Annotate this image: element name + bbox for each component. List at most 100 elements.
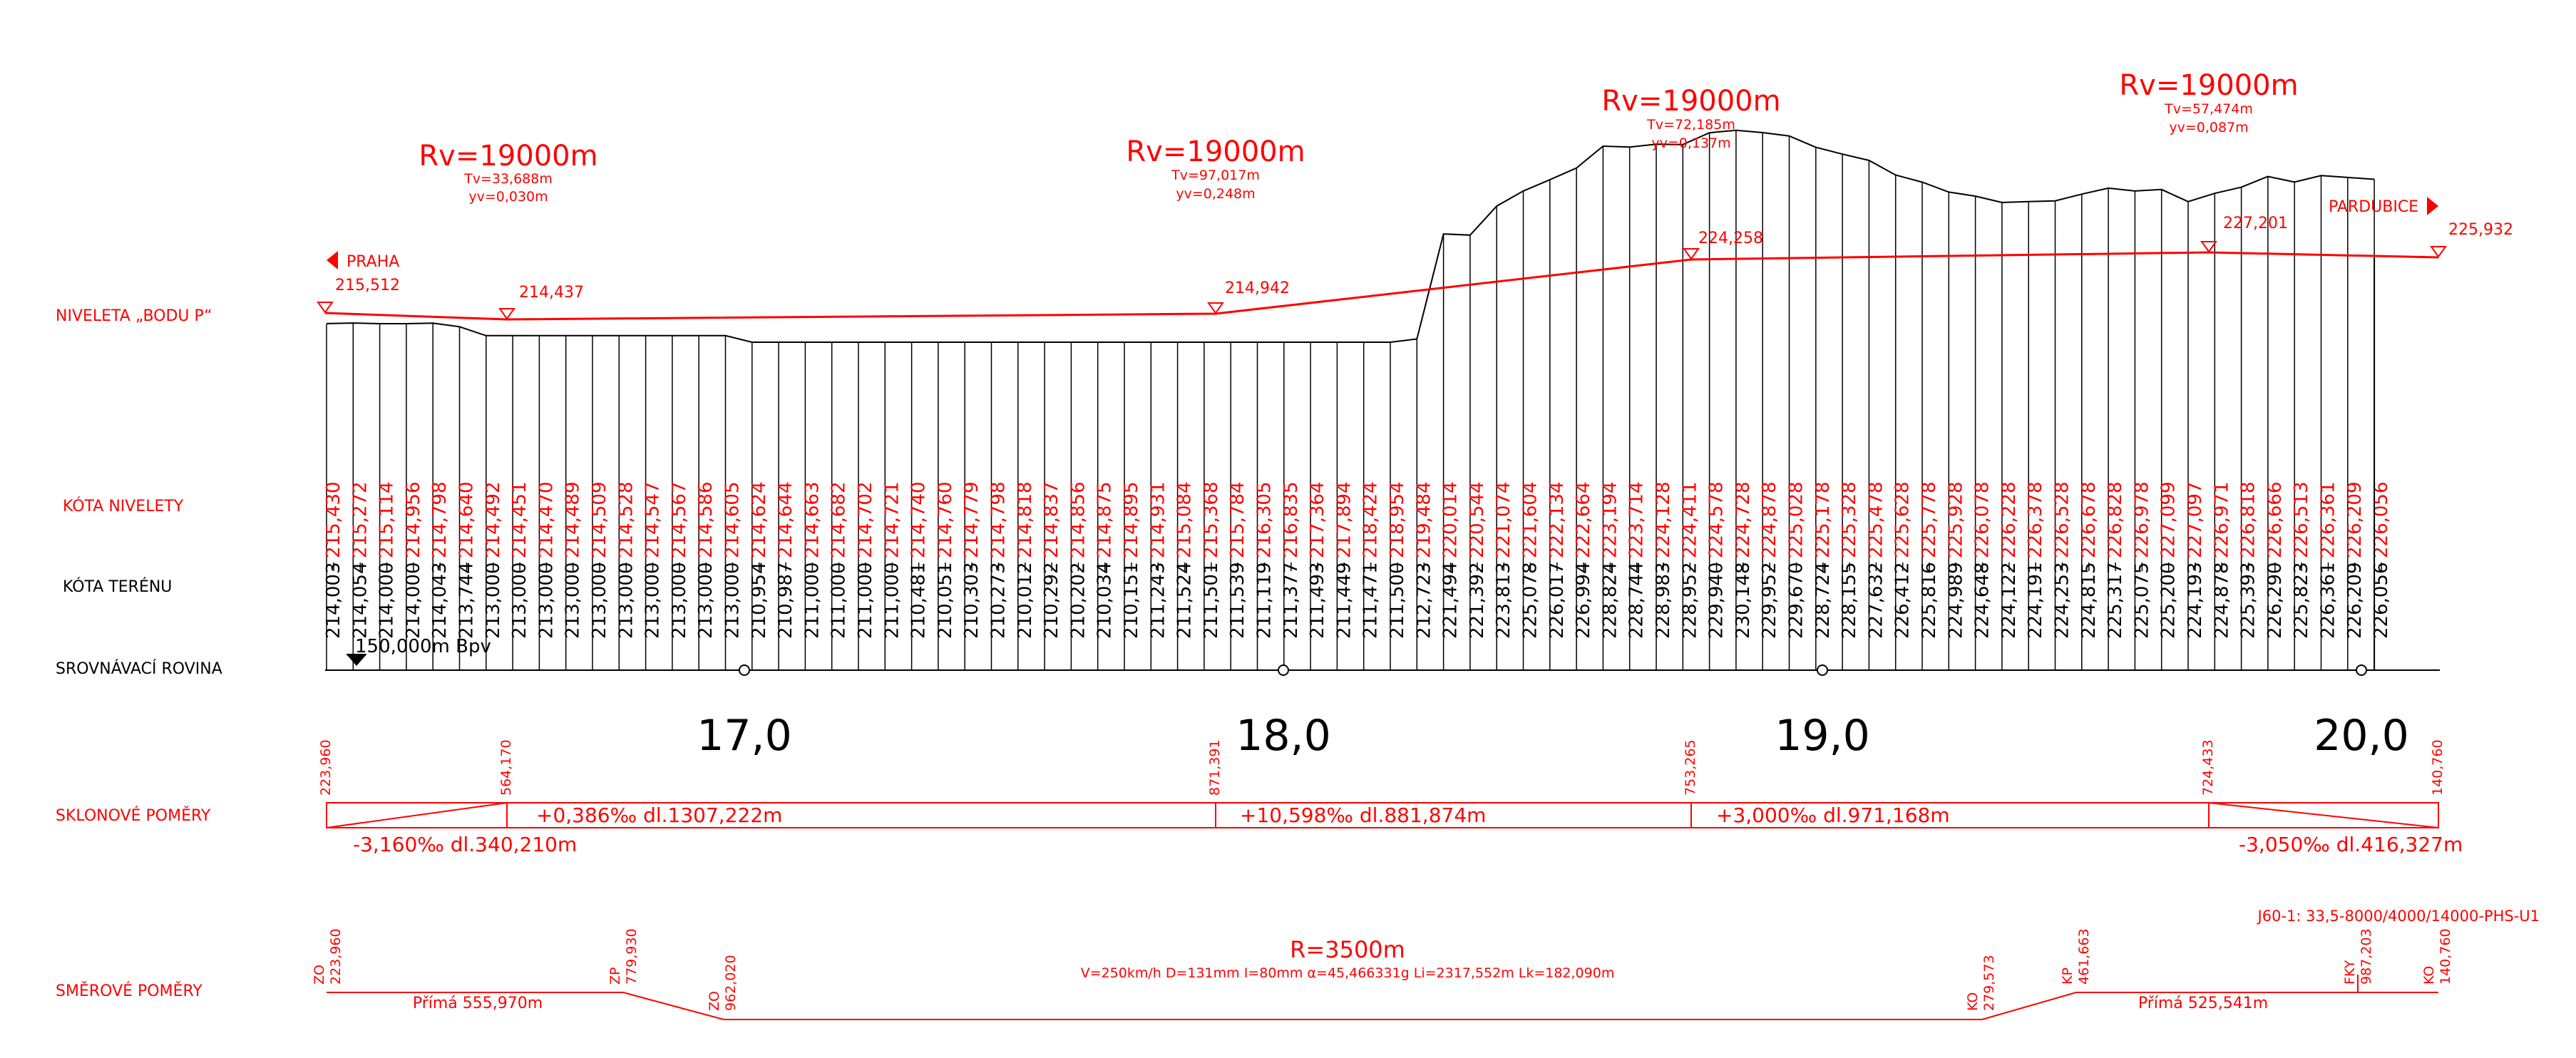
terrain-height-label: 211,471 bbox=[1360, 562, 1382, 639]
terrain-height-label: 211,000 bbox=[801, 562, 823, 639]
curve-params-label: V=250km/h D=131mm I=80mm α=45,466331g Li… bbox=[1081, 965, 1615, 981]
horizontal-point-code: FKY bbox=[2342, 960, 2358, 985]
grade-height-label: 214,547 bbox=[642, 481, 664, 558]
grade-height-label: 215,272 bbox=[349, 481, 371, 558]
terrain-height-label: 229,670 bbox=[1786, 562, 1807, 639]
terrain-height-label: 224,191 bbox=[2025, 562, 2046, 639]
horizontal-alignment-line bbox=[327, 992, 2438, 1020]
vertex-marker-icon bbox=[2200, 241, 2217, 253]
terrain-height-label: 213,000 bbox=[695, 562, 717, 639]
terrain-height-label: 214,043 bbox=[429, 562, 451, 639]
direction-left-arrow-icon bbox=[327, 251, 338, 269]
profile-point-label: 214,942 bbox=[1225, 279, 1290, 297]
grade-height-label: 221,604 bbox=[1520, 481, 1541, 558]
vertex-marker-icon bbox=[317, 302, 334, 314]
row-label-kota-nivelety: KÓTA NIVELETY bbox=[63, 497, 184, 515]
vertical-curve-tangent: Tv=72,185m bbox=[1646, 117, 1735, 133]
grade-height-label: 217,364 bbox=[1307, 481, 1328, 558]
grade-height-label: 225,628 bbox=[1892, 481, 1914, 558]
grade-height-label: 226,678 bbox=[2078, 481, 2100, 558]
equipment-label: J60-1: 33,5-8000/4000/14000-PHS-U1 bbox=[2257, 908, 2540, 925]
terrain-height-label: 226,361 bbox=[2318, 562, 2339, 639]
grade-height-label: 226,528 bbox=[2052, 481, 2073, 558]
grade-height-label: 214,837 bbox=[1041, 481, 1062, 558]
grade-height-label: 214,818 bbox=[1015, 481, 1036, 558]
grade-height-label: 226,078 bbox=[1972, 481, 1993, 558]
terrain-height-label: 210,012 bbox=[1015, 562, 1036, 639]
grade-height-label: 221,074 bbox=[1493, 481, 1514, 558]
grade-height-label: 214,605 bbox=[722, 481, 744, 558]
terrain-height-label: 224,253 bbox=[2052, 562, 2073, 639]
grade-height-label: 214,875 bbox=[1094, 481, 1116, 558]
slope-band bbox=[326, 802, 2439, 828]
grade-height-label: 214,798 bbox=[429, 481, 451, 558]
grade-height-label: 215,430 bbox=[323, 481, 344, 558]
grade-height-label: 226,209 bbox=[2344, 481, 2366, 558]
terrain-height-label: 211,377 bbox=[1281, 562, 1302, 639]
terrain-height-label: 210,051 bbox=[935, 562, 956, 639]
vertical-curve-radius: Rv=19000m bbox=[1126, 135, 1305, 168]
terrain-height-label: 213,000 bbox=[615, 562, 637, 639]
grade-height-label: 227,099 bbox=[2158, 481, 2180, 558]
slope-label: -3,160‰ dl.340,210m bbox=[353, 833, 577, 856]
vertical-curve-yv: yv=0,248m bbox=[1176, 186, 1255, 202]
terrain-height-label: 213,000 bbox=[535, 562, 557, 639]
grade-height-label: 226,513 bbox=[2291, 481, 2312, 558]
terrain-height-label: 214,054 bbox=[349, 562, 371, 639]
slope-label: +10,598‰ dl.881,874m bbox=[1240, 803, 1486, 827]
horizontal-point-code: KO bbox=[2421, 966, 2437, 985]
grade-height-label: 222,664 bbox=[1573, 481, 1594, 558]
terrain-height-label: 210,273 bbox=[988, 562, 1010, 639]
horizontal-point-station: 987,203 bbox=[2359, 928, 2374, 985]
terrain-height-label: 225,200 bbox=[2158, 562, 2180, 639]
vertical-curve-radius: Rv=19000m bbox=[1601, 85, 1780, 118]
grade-height-label: 214,956 bbox=[403, 481, 424, 558]
vertical-curve-tangent: Tv=57,474m bbox=[2164, 101, 2253, 117]
grade-height-label: 224,128 bbox=[1653, 481, 1674, 558]
terrain-height-label: 211,501 bbox=[1201, 562, 1222, 639]
terrain-height-label: 211,449 bbox=[1333, 562, 1355, 639]
terrain-height-label: 214,003 bbox=[323, 562, 344, 639]
terrain-height-label: 214,000 bbox=[376, 562, 398, 639]
grade-height-label: 214,682 bbox=[828, 481, 850, 558]
grade-height-label: 225,478 bbox=[1865, 481, 1887, 558]
terrain-height-label: 223,813 bbox=[1493, 562, 1514, 639]
terrain-height-label: 225,075 bbox=[2131, 562, 2152, 639]
terrain-height-label: 225,816 bbox=[1919, 562, 1940, 639]
datum-label: 150,000m Bpv bbox=[355, 636, 491, 657]
grade-height-label: 225,928 bbox=[1945, 481, 1966, 558]
terrain-height-label: 225,823 bbox=[2291, 562, 2312, 639]
row-label-kota-terenu: KÓTA TERÉNU bbox=[63, 577, 172, 596]
horizontal-point-station: 140,760 bbox=[2438, 928, 2453, 985]
terrain-height-label: 211,539 bbox=[1227, 562, 1248, 639]
grade-height-label: 223,194 bbox=[1599, 481, 1621, 558]
row-label-srovnavaci: SROVNÁVACÍ ROVINA bbox=[56, 659, 222, 678]
terrain-height-label: 228,724 bbox=[1812, 562, 1834, 639]
curve-radius-label: R=3500m bbox=[1290, 936, 1405, 963]
grade-height-label: 214,856 bbox=[1067, 481, 1089, 558]
terrain-height-label: 213,000 bbox=[509, 562, 530, 639]
grade-height-label: 224,411 bbox=[1679, 481, 1700, 558]
slope-station-label: 724,433 bbox=[2200, 739, 2216, 796]
terrain-height-label: 210,151 bbox=[1121, 562, 1142, 639]
vertex-marker-icon bbox=[1683, 248, 1700, 260]
grade-height-label: 226,818 bbox=[2238, 481, 2259, 558]
slope-diagonal bbox=[2208, 802, 2439, 828]
terrain-height-label: 213,000 bbox=[589, 562, 610, 639]
slope-station-label: 564,170 bbox=[498, 739, 514, 796]
grade-height-label: 215,084 bbox=[1174, 481, 1196, 558]
vertex-marker-icon bbox=[498, 308, 515, 320]
row-label-niveleta: NIVELETA „BODU P“ bbox=[56, 307, 212, 325]
grade-height-label: 223,714 bbox=[1626, 481, 1648, 558]
datum-triangle-icon bbox=[347, 654, 366, 666]
terrain-height-label: 211,000 bbox=[855, 562, 876, 639]
vertical-curve-yv: yv=0,087m bbox=[2169, 120, 2248, 135]
terrain-height-label: 224,815 bbox=[2078, 562, 2100, 639]
grade-height-label: 214,895 bbox=[1121, 481, 1142, 558]
horizontal-point-station: 461,663 bbox=[2076, 928, 2092, 985]
grade-height-label: 217,894 bbox=[1333, 481, 1355, 558]
km-label-19: 19,0 bbox=[1775, 711, 1870, 761]
grade-height-label: 226,978 bbox=[2131, 481, 2152, 558]
grade-height-label: 214,624 bbox=[749, 481, 770, 558]
grade-height-label: 214,760 bbox=[935, 481, 956, 558]
